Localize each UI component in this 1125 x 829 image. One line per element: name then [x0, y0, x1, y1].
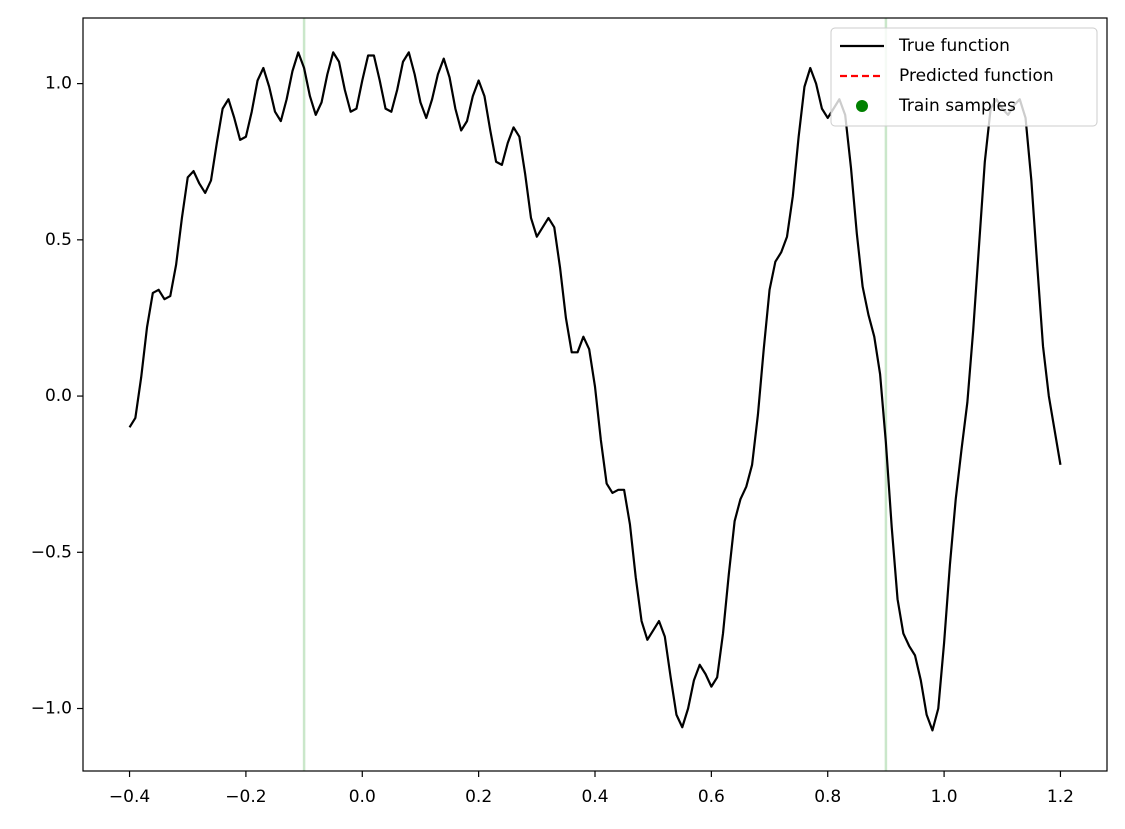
legend-label: Predicted function	[899, 66, 1054, 86]
x-tick-label: 0.6	[698, 787, 725, 807]
x-tick-label: 0.2	[465, 787, 492, 807]
data-line	[128, 51, 1062, 732]
y-tick-label: 1.0	[45, 74, 72, 94]
y-tick-label: −0.5	[31, 542, 72, 562]
x-tick-label: 0.4	[581, 787, 608, 807]
y-tick-label: 0.0	[45, 386, 72, 406]
x-tick-label: 0.8	[814, 787, 841, 807]
plot-frame	[82, 17, 1108, 772]
legend-marker	[856, 100, 868, 112]
x-tick-label: 1.2	[1047, 787, 1074, 807]
y-tick-label: 0.5	[45, 230, 72, 250]
legend-label: Train samples	[898, 96, 1016, 116]
legend-box	[830, 27, 1098, 127]
legend-label: True function	[898, 36, 1010, 56]
x-tick-label: −0.2	[225, 787, 266, 807]
x-tick-label: 1.0	[931, 787, 958, 807]
x-tick-label: 0.0	[349, 787, 376, 807]
x-tick-label: −0.4	[109, 787, 150, 807]
y-tick-label: −1.0	[31, 699, 72, 719]
